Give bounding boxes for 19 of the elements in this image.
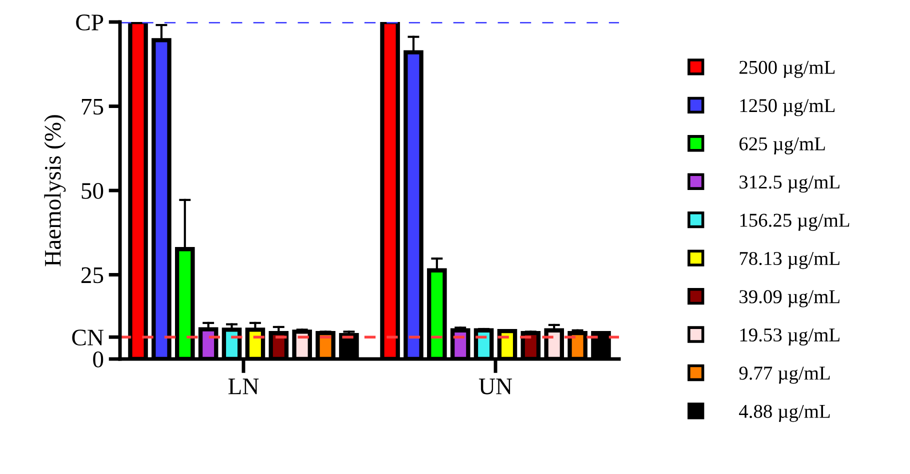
legend-label: 39.09 µg/mL — [740, 290, 840, 308]
y-tick-label: 25 — [81, 267, 104, 284]
legend-label: 19.53 µg/mL — [740, 328, 840, 346]
legend-label: 78.13 µg/mL — [740, 252, 840, 270]
y-axis-title: Haemolysis (%) — [44, 115, 66, 266]
y-tick-label: 75 — [82, 98, 104, 115]
y-tick-label: CP — [76, 14, 104, 30]
x-tick-label: UN — [478, 378, 512, 394]
legend-label: 2500 µg/mL — [739, 60, 835, 78]
legend-label: 156.25 µg/mL — [740, 214, 850, 231]
y-tick-label: CN — [72, 330, 104, 346]
legend-label: 1250 µg/mL — [740, 99, 835, 116]
legend-label: 4.88 µg/mL — [739, 404, 830, 422]
y-tick-label: 50 — [82, 182, 104, 199]
y-tick-label: 0 — [93, 351, 104, 368]
x-tick-label: LN — [228, 378, 259, 394]
legend-label: 312.5 µg/mL — [740, 176, 840, 193]
legend-label: 9.77 µg/mL — [739, 366, 830, 384]
legend-label: 625 µg/mL — [739, 137, 825, 154]
